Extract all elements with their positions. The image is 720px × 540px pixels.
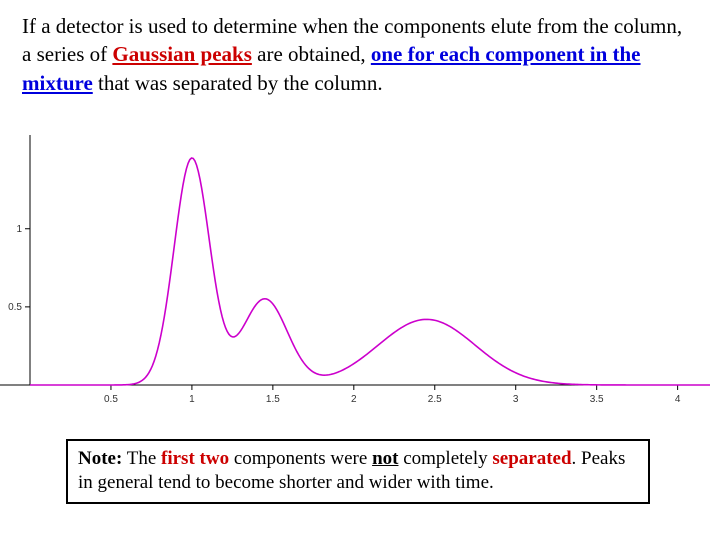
- gaussian-peaks-phrase: Gaussian peaks: [112, 42, 251, 66]
- note-text-3: completely: [398, 448, 492, 469]
- note-label: Note:: [78, 448, 122, 469]
- svg-text:2.5: 2.5: [428, 394, 442, 405]
- svg-text:1: 1: [16, 224, 22, 235]
- svg-text:0.5: 0.5: [8, 302, 22, 313]
- svg-text:1.5: 1.5: [266, 394, 280, 405]
- note-box: Note: The first two components were not …: [66, 439, 650, 504]
- note-separated: separated: [492, 448, 571, 469]
- note-first-two: first two: [161, 448, 229, 469]
- note-text-2: components were: [229, 448, 372, 469]
- note-text-1: The: [122, 448, 161, 469]
- note-not: not: [372, 448, 398, 469]
- intro-text-2: are obtained,: [252, 42, 371, 66]
- svg-text:1: 1: [189, 394, 195, 405]
- svg-text:4: 4: [675, 394, 681, 405]
- svg-text:0.5: 0.5: [104, 394, 118, 405]
- svg-text:3: 3: [513, 394, 519, 405]
- intro-text-3: that was separated by the column.: [93, 71, 383, 95]
- svg-text:3.5: 3.5: [590, 394, 604, 405]
- svg-text:2: 2: [351, 394, 357, 405]
- intro-paragraph: If a detector is used to determine when …: [22, 12, 690, 97]
- chromatogram-chart: 0.5 1 1.5 2 2.5 3 3.5 4 0.5 1: [0, 135, 720, 420]
